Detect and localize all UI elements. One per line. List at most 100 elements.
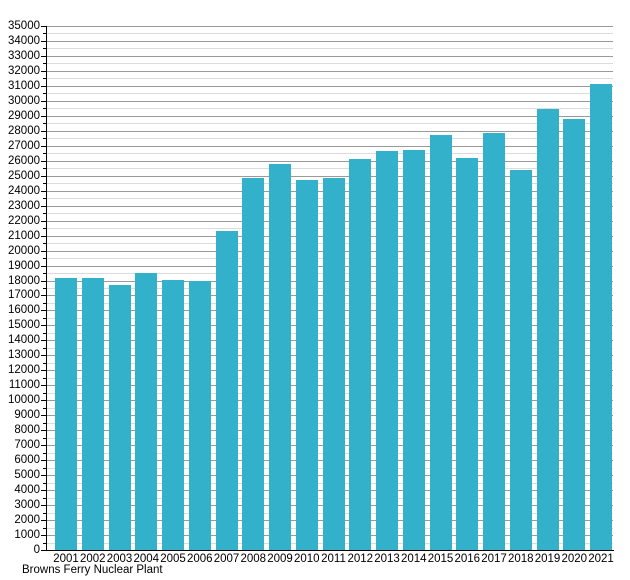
y-tick-minor-27500 bbox=[43, 138, 46, 140]
bar-2015 bbox=[429, 134, 452, 550]
y-tick-label-10000: 10000 bbox=[8, 394, 40, 407]
bar-2020 bbox=[563, 118, 586, 550]
y-tick-label-5000: 5000 bbox=[14, 469, 40, 482]
y-tick-major-29000 bbox=[41, 115, 46, 117]
y-tick-label-34000: 34000 bbox=[8, 34, 40, 47]
bar-2006 bbox=[188, 281, 211, 550]
y-tick-minor-30500 bbox=[43, 93, 46, 95]
y-tick-label-28000: 28000 bbox=[8, 124, 40, 137]
gridline-minor-28500 bbox=[46, 123, 613, 125]
x-tick-label-2017: 2017 bbox=[481, 553, 507, 565]
y-tick-major-2000 bbox=[41, 520, 46, 522]
y-tick-major-17000 bbox=[41, 295, 46, 297]
x-axis-line bbox=[46, 550, 614, 551]
y-tick-label-33000: 33000 bbox=[8, 49, 40, 62]
y-tick-minor-19500 bbox=[43, 258, 46, 260]
gridline-minor-32500 bbox=[46, 63, 613, 65]
y-tick-major-0 bbox=[41, 550, 46, 551]
x-tick-label-2010: 2010 bbox=[293, 553, 320, 565]
y-tick-label-4000: 4000 bbox=[14, 484, 40, 497]
y-tick-label-17000: 17000 bbox=[8, 289, 40, 302]
y-tick-minor-1500 bbox=[43, 527, 46, 529]
gridline-major-29000 bbox=[46, 115, 613, 117]
y-tick-major-22000 bbox=[41, 220, 46, 222]
y-tick-label-35000: 35000 bbox=[8, 20, 40, 32]
x-tick-label-2013: 2013 bbox=[374, 553, 400, 565]
y-tick-label-12000: 12000 bbox=[8, 364, 40, 377]
bar-2007 bbox=[215, 231, 238, 550]
y-tick-minor-28500 bbox=[43, 123, 46, 125]
x-tick-label-2012: 2012 bbox=[347, 553, 374, 565]
bar-2016 bbox=[456, 157, 479, 550]
y-tick-label-11000: 11000 bbox=[8, 379, 40, 392]
x-tick-label-2011: 2011 bbox=[321, 553, 346, 565]
gridline-minor-27500 bbox=[46, 138, 613, 140]
y-tick-minor-18500 bbox=[43, 273, 46, 275]
y-tick-major-12000 bbox=[41, 370, 46, 372]
y-tick-label-20000: 20000 bbox=[8, 244, 40, 257]
y-tick-label-14000: 14000 bbox=[8, 334, 40, 347]
x-tick-label-2018: 2018 bbox=[507, 553, 534, 565]
y-tick-major-34000 bbox=[41, 40, 46, 42]
y-tick-major-21000 bbox=[41, 235, 46, 237]
gridline-major-27000 bbox=[46, 145, 613, 147]
x-tick-label-2019: 2019 bbox=[534, 553, 561, 565]
y-tick-minor-500 bbox=[43, 542, 46, 544]
gridline-minor-30500 bbox=[46, 93, 613, 95]
y-tick-label-3000: 3000 bbox=[14, 499, 40, 512]
x-tick-label-2008: 2008 bbox=[240, 553, 267, 565]
x-tick-label-2004: 2004 bbox=[133, 553, 160, 565]
gridline-minor-33500 bbox=[46, 48, 613, 50]
y-tick-label-13000: 13000 bbox=[8, 349, 40, 362]
y-tick-label-23000: 23000 bbox=[8, 199, 40, 212]
y-tick-label-7000: 7000 bbox=[14, 439, 40, 452]
gridline-minor-31500 bbox=[46, 78, 613, 80]
y-tick-major-23000 bbox=[41, 205, 46, 207]
bar-2019 bbox=[536, 109, 559, 550]
gridline-major-32000 bbox=[46, 70, 613, 72]
y-tick-major-10000 bbox=[41, 400, 46, 402]
gridline-major-31000 bbox=[46, 85, 613, 87]
y-tick-label-18000: 18000 bbox=[8, 274, 40, 287]
y-tick-minor-23500 bbox=[43, 198, 46, 200]
bar-2011 bbox=[322, 177, 345, 550]
y-tick-minor-13500 bbox=[43, 347, 46, 349]
y-tick-label-25000: 25000 bbox=[8, 169, 40, 182]
y-tick-minor-33500 bbox=[43, 48, 46, 50]
y-tick-major-9000 bbox=[41, 415, 46, 417]
y-tick-major-27000 bbox=[41, 145, 46, 147]
y-tick-label-29000: 29000 bbox=[8, 109, 40, 122]
y-tick-major-5000 bbox=[41, 475, 46, 477]
x-tick-label-2020: 2020 bbox=[561, 553, 588, 565]
x-tick-label-2003: 2003 bbox=[106, 553, 133, 565]
y-tick-minor-24500 bbox=[43, 183, 46, 185]
bar-2004 bbox=[135, 273, 158, 550]
y-tick-minor-9500 bbox=[43, 407, 46, 409]
y-tick-major-25000 bbox=[41, 175, 46, 177]
plot-area bbox=[46, 26, 613, 550]
x-tick-label-2021: 2021 bbox=[588, 553, 614, 565]
y-tick-major-24000 bbox=[41, 190, 46, 192]
y-tick-label-15000: 15000 bbox=[8, 319, 40, 332]
x-tick-label-2015: 2015 bbox=[427, 553, 454, 565]
y-tick-minor-34500 bbox=[43, 33, 46, 35]
y-tick-label-21000: 21000 bbox=[8, 229, 40, 242]
x-tick-label-2007: 2007 bbox=[213, 553, 240, 565]
x-tick-label-2002: 2002 bbox=[79, 553, 106, 565]
bar-2001 bbox=[55, 278, 77, 550]
bar-2002 bbox=[81, 277, 104, 550]
y-tick-major-8000 bbox=[41, 430, 46, 432]
y-tick-major-7000 bbox=[41, 445, 46, 447]
y-tick-minor-5500 bbox=[43, 467, 46, 469]
y-tick-minor-8500 bbox=[43, 422, 46, 424]
y-tick-minor-2500 bbox=[43, 512, 46, 514]
y-tick-minor-32500 bbox=[43, 63, 46, 65]
x-tick-label-2009: 2009 bbox=[267, 553, 293, 565]
y-tick-minor-14500 bbox=[43, 332, 46, 334]
y-tick-major-1000 bbox=[41, 535, 46, 537]
y-tick-minor-12500 bbox=[43, 362, 46, 364]
x-tick-label-2016: 2016 bbox=[454, 553, 481, 565]
gridline-major-30000 bbox=[46, 100, 613, 102]
y-tick-major-19000 bbox=[41, 265, 46, 267]
y-tick-label-24000: 24000 bbox=[8, 184, 40, 197]
